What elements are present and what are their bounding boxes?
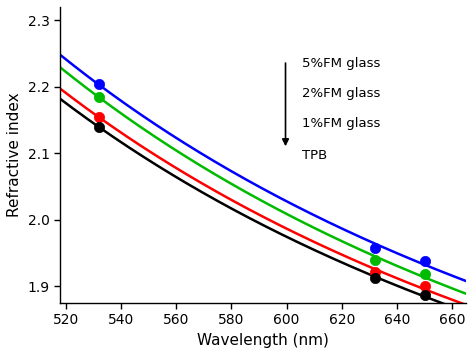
Y-axis label: Refractive index: Refractive index [7,93,22,217]
X-axis label: Wavelength (nm): Wavelength (nm) [197,333,329,348]
Point [371,245,379,251]
Point [95,81,102,87]
Point [421,292,428,298]
Point [371,270,379,275]
Text: 2%FM glass: 2%FM glass [302,87,380,100]
Point [371,275,379,281]
Text: TPB: TPB [302,149,327,162]
Text: 1%FM glass: 1%FM glass [302,116,380,130]
Point [371,257,379,263]
Point [421,258,428,264]
Point [421,284,428,289]
Point [95,94,102,100]
Text: 5%FM glass: 5%FM glass [302,57,380,70]
Point [95,114,102,120]
Point [421,272,428,277]
Point [95,124,102,130]
